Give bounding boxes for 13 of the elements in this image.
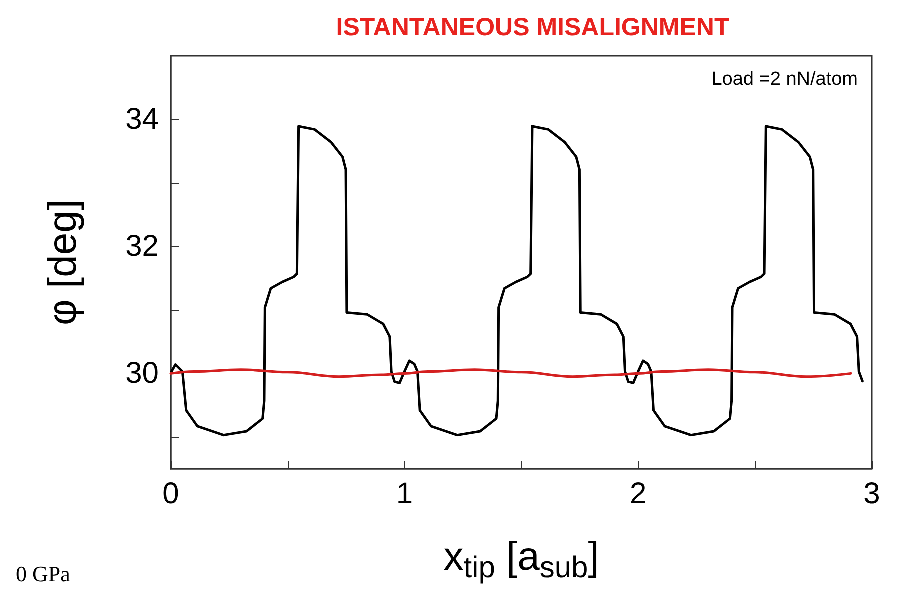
x-tick-label: 2 — [630, 478, 647, 510]
line-series — [170, 125, 864, 437]
x-tick-label: 3 — [864, 478, 880, 510]
x-tick-label: 1 — [396, 478, 414, 510]
y-tick-label: 32 — [126, 230, 159, 264]
text: 0 GPa — [16, 562, 71, 586]
annotation: Load =2 nN/atom — [712, 69, 858, 90]
line-series — [170, 368, 852, 378]
chart-title: ISTANTANEOUS MISALIGNMENT — [336, 14, 730, 42]
y-tick-label: 34 — [126, 103, 159, 136]
y-tick-label: 30 — [126, 357, 159, 390]
x-tick-label: 0 — [162, 478, 180, 510]
y-axis-title: φ [deg] — [41, 199, 85, 326]
